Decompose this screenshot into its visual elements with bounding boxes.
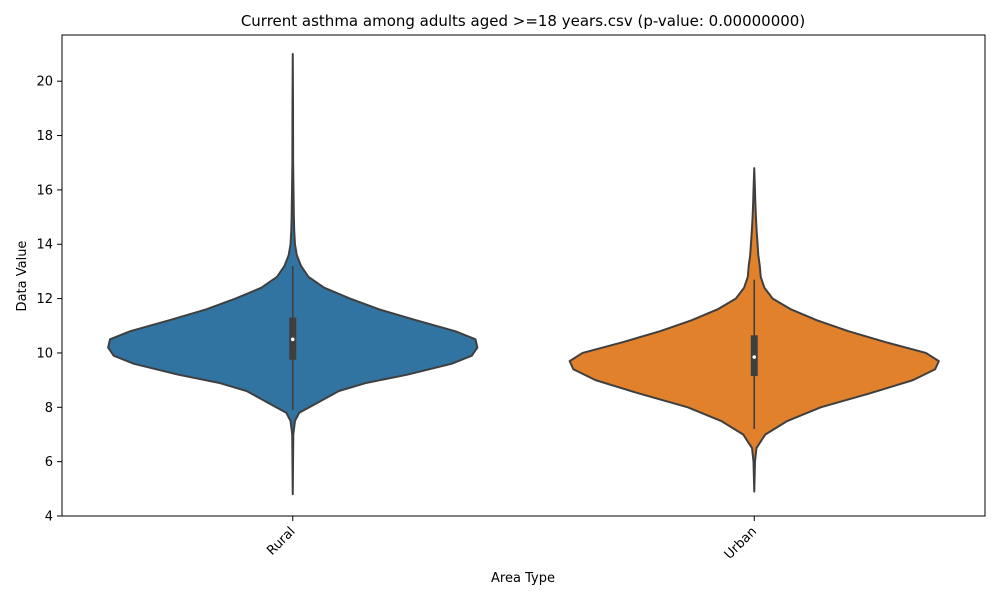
y-tick-label: 4 xyxy=(45,510,53,525)
y-tick-label: 20 xyxy=(36,75,53,90)
violin-urban xyxy=(568,167,940,493)
x-tick-label: Urban xyxy=(722,524,760,562)
y-axis: 4 6 8 10 12 14 16 18 20 xyxy=(36,75,62,525)
violin-rural xyxy=(107,53,479,496)
y-tick-label: 16 xyxy=(36,183,53,198)
violins xyxy=(107,53,940,496)
chart-title: Current asthma among adults aged >=18 ye… xyxy=(241,12,805,30)
x-tick-label: Rural xyxy=(264,524,298,558)
median-point xyxy=(752,355,757,359)
y-tick-label: 14 xyxy=(36,238,53,253)
plot-frame xyxy=(61,34,986,517)
x-axis: Rural Urban xyxy=(264,516,760,563)
median-point xyxy=(290,337,295,342)
x-axis-label: Area Type xyxy=(491,571,555,586)
y-tick-label: 12 xyxy=(36,292,53,307)
y-tick-label: 6 xyxy=(45,455,53,470)
y-tick-label: 8 xyxy=(45,401,53,416)
y-tick-label: 10 xyxy=(36,346,53,361)
plot-area xyxy=(61,34,986,517)
y-axis-label: Data Value xyxy=(15,241,30,312)
y-tick-label: 18 xyxy=(36,129,53,144)
